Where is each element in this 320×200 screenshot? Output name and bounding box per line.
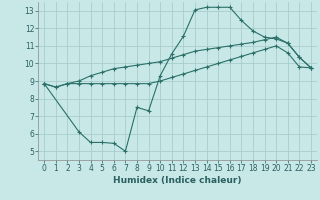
X-axis label: Humidex (Indice chaleur): Humidex (Indice chaleur) [113, 176, 242, 185]
